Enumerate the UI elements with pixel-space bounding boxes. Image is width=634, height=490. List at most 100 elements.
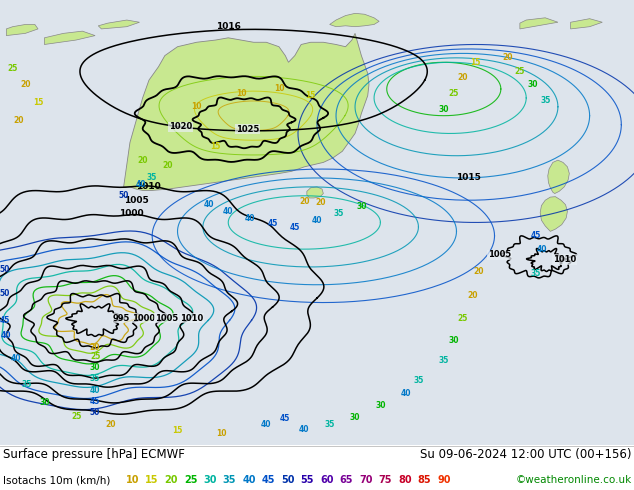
Text: 20: 20 xyxy=(20,80,30,89)
Text: 1010: 1010 xyxy=(553,255,576,264)
Polygon shape xyxy=(6,24,38,36)
Polygon shape xyxy=(44,31,95,45)
Text: 90: 90 xyxy=(437,475,451,485)
Text: 50: 50 xyxy=(281,475,295,485)
Text: 15: 15 xyxy=(33,98,43,107)
Text: 30: 30 xyxy=(448,336,458,345)
Text: 20: 20 xyxy=(164,475,178,485)
Text: 65: 65 xyxy=(340,475,353,485)
Text: 40: 40 xyxy=(90,386,100,395)
Text: 20: 20 xyxy=(14,116,24,124)
Text: 1010: 1010 xyxy=(136,182,161,191)
Polygon shape xyxy=(548,160,569,194)
Text: 45: 45 xyxy=(90,397,100,406)
Text: Su 09-06-2024 12:00 UTC (00+156): Su 09-06-2024 12:00 UTC (00+156) xyxy=(420,448,631,462)
Text: 35: 35 xyxy=(90,374,100,383)
Text: 35: 35 xyxy=(540,96,550,104)
Text: 10: 10 xyxy=(191,102,202,111)
Text: 50: 50 xyxy=(0,265,10,274)
Text: 55: 55 xyxy=(301,475,314,485)
Text: 25: 25 xyxy=(8,65,18,74)
Text: 1025: 1025 xyxy=(236,124,259,134)
Text: 20: 20 xyxy=(502,53,512,62)
Text: 45: 45 xyxy=(0,316,10,325)
Text: 45: 45 xyxy=(262,475,275,485)
Text: ©weatheronline.co.uk: ©weatheronline.co.uk xyxy=(515,475,631,485)
Text: 45: 45 xyxy=(268,219,278,228)
Text: 40: 40 xyxy=(136,180,146,189)
Text: 10: 10 xyxy=(236,89,246,98)
Text: 20: 20 xyxy=(106,420,116,429)
Text: 25: 25 xyxy=(515,67,525,75)
Polygon shape xyxy=(307,187,323,198)
Text: 20: 20 xyxy=(467,292,477,300)
Text: 40: 40 xyxy=(11,354,21,363)
Text: 35: 35 xyxy=(147,173,157,182)
Text: 50: 50 xyxy=(119,191,129,200)
Text: 30: 30 xyxy=(356,202,366,211)
Text: 10: 10 xyxy=(126,475,139,485)
Text: 35: 35 xyxy=(413,376,424,385)
Text: 85: 85 xyxy=(418,475,431,485)
Text: Surface pressure [hPa] ECMWF: Surface pressure [hPa] ECMWF xyxy=(3,448,184,462)
Text: 40: 40 xyxy=(242,475,256,485)
Text: 35: 35 xyxy=(325,420,335,429)
Text: 30: 30 xyxy=(527,80,538,89)
Text: 40: 40 xyxy=(1,331,11,341)
Text: 50: 50 xyxy=(90,409,100,417)
Text: 30: 30 xyxy=(90,363,100,371)
Text: 40: 40 xyxy=(299,425,309,434)
Text: 20: 20 xyxy=(90,343,100,352)
Text: 30: 30 xyxy=(439,104,449,114)
Text: 35: 35 xyxy=(334,209,344,218)
Text: 15: 15 xyxy=(172,426,183,435)
Text: 1005: 1005 xyxy=(155,314,178,322)
Text: 35: 35 xyxy=(531,269,541,278)
Text: 15: 15 xyxy=(145,475,158,485)
Text: 10: 10 xyxy=(274,84,284,94)
Text: 15: 15 xyxy=(470,58,481,67)
Text: 15: 15 xyxy=(306,91,316,100)
Text: 40: 40 xyxy=(401,389,411,398)
Text: 35: 35 xyxy=(223,475,236,485)
Text: 20: 20 xyxy=(299,196,309,206)
Text: 40: 40 xyxy=(204,200,214,209)
Text: 40: 40 xyxy=(245,214,256,222)
Text: 30: 30 xyxy=(39,398,49,407)
Text: 20: 20 xyxy=(474,267,484,276)
Text: 60: 60 xyxy=(320,475,333,485)
Polygon shape xyxy=(571,19,602,29)
Text: 25: 25 xyxy=(90,352,100,361)
Polygon shape xyxy=(330,13,379,26)
Text: 80: 80 xyxy=(398,475,411,485)
Text: 40: 40 xyxy=(312,216,322,225)
Text: 20: 20 xyxy=(138,156,148,165)
Text: 25: 25 xyxy=(458,314,468,322)
Text: 40: 40 xyxy=(537,245,547,254)
Text: 1005: 1005 xyxy=(488,250,511,259)
Text: 75: 75 xyxy=(378,475,392,485)
Text: 70: 70 xyxy=(359,475,373,485)
Text: 25: 25 xyxy=(448,89,458,98)
Text: 1015: 1015 xyxy=(456,173,481,182)
Text: 45: 45 xyxy=(290,223,300,232)
Text: 50: 50 xyxy=(0,289,10,298)
Polygon shape xyxy=(124,33,369,191)
Text: 1010: 1010 xyxy=(181,314,204,322)
Text: 35: 35 xyxy=(439,356,449,365)
Text: 20: 20 xyxy=(315,198,325,207)
Polygon shape xyxy=(98,20,139,29)
Text: 1000: 1000 xyxy=(132,314,155,322)
Text: 45: 45 xyxy=(280,414,290,423)
Text: 15: 15 xyxy=(210,142,221,151)
Text: Isotachs 10m (km/h): Isotachs 10m (km/h) xyxy=(3,475,110,485)
Text: 1005: 1005 xyxy=(124,196,149,205)
Text: 10: 10 xyxy=(217,429,227,438)
Text: 30: 30 xyxy=(375,401,385,410)
Text: 30: 30 xyxy=(350,413,360,422)
Text: 35: 35 xyxy=(22,380,32,390)
Text: 1000: 1000 xyxy=(119,209,144,218)
Text: 25: 25 xyxy=(184,475,197,485)
Text: 45: 45 xyxy=(531,231,541,240)
Polygon shape xyxy=(540,196,567,231)
